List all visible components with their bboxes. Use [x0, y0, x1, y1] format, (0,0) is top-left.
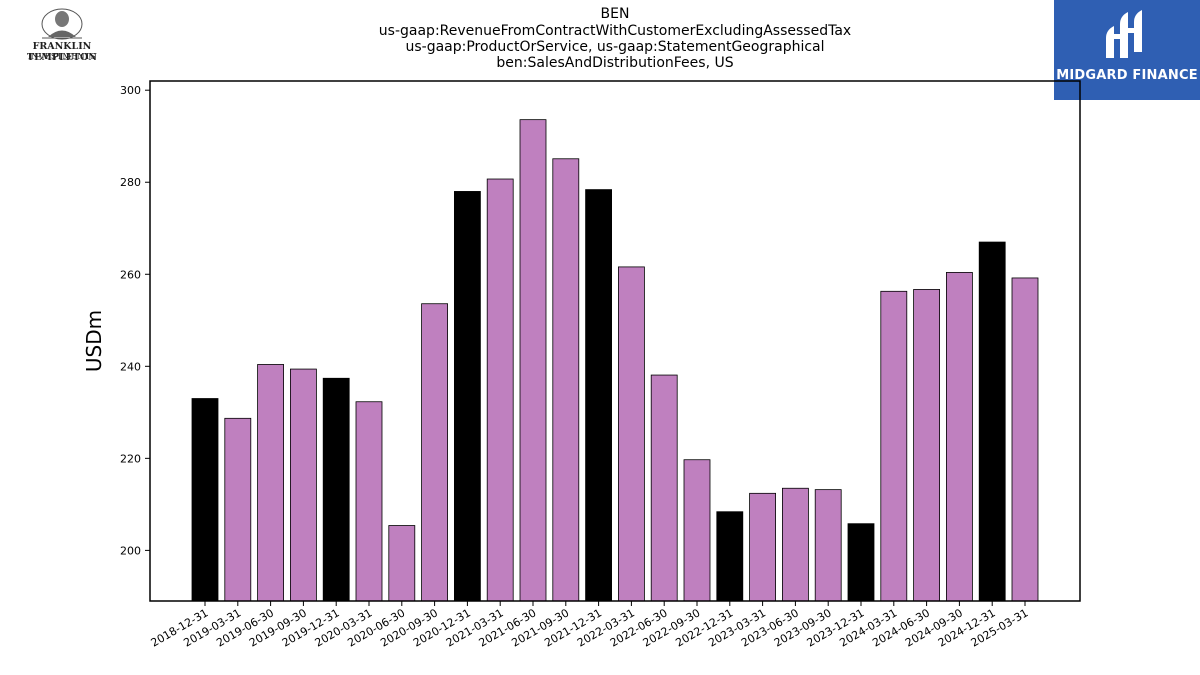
chart-title-line-4: ben:SalesAndDistributionFees, US [496, 55, 734, 71]
midgard-finance-logo: MIDGARD FINANCE [1054, 0, 1200, 100]
bar-2019-06-30 [257, 364, 285, 602]
y-tick-label: 260 [120, 268, 141, 281]
bar-2020-03-31 [355, 401, 383, 602]
y-axis-label: USDm [82, 310, 106, 372]
bar-2023-06-30 [782, 487, 809, 602]
bar-2022-09-30 [683, 459, 711, 602]
chart-title-line-2: us-gaap:RevenueFromContractWithCustomerE… [378, 23, 852, 39]
bar-2021-09-30 [552, 158, 580, 602]
y-tick-label: 220 [120, 452, 141, 465]
bar-2019-09-30 [289, 368, 317, 602]
portrait-icon [41, 8, 83, 40]
bar-2024-06-30 [913, 289, 940, 602]
bar-2021-06-30 [519, 119, 547, 602]
bar-2023-09-30 [814, 489, 842, 602]
bar-2024-03-31 [880, 290, 908, 602]
bar-2022-06-30 [650, 374, 678, 602]
logo-right-name: MIDGARD FINANCE [1056, 68, 1198, 83]
bar-2021-12-31 [585, 189, 612, 602]
midgard-mark-icon [1106, 10, 1142, 58]
chart-title-line-1: BEN [600, 6, 630, 22]
bar-2022-03-31 [618, 266, 645, 602]
logo-left-line2: INVESTMENTS [27, 52, 97, 62]
y-tick-label: 280 [120, 176, 141, 189]
bar-2018-12-31 [191, 398, 219, 602]
logo-left-line1: FRANKLIN TEMPLETON [27, 41, 97, 63]
bar-2020-09-30 [421, 303, 449, 602]
y-tick-label: 200 [120, 544, 141, 557]
plot-area-frame [149, 80, 1081, 602]
bar-2020-06-30 [388, 525, 416, 602]
bar-2019-12-31 [322, 377, 350, 602]
bar-2022-12-31 [716, 511, 744, 602]
bar-2024-09-30 [946, 272, 973, 602]
bar-2023-12-31 [847, 523, 875, 602]
y-tick-label: 240 [120, 360, 141, 373]
y-tick-label: 300 [120, 84, 141, 97]
franklin-templeton-logo: FRANKLIN TEMPLETON INVESTMENTS [4, 4, 120, 64]
chart-title-line-3: us-gaap:ProductOrService, us-gaap:Statem… [405, 39, 825, 55]
bar-2025-03-31 [1011, 277, 1039, 602]
bar-2024-12-31 [978, 241, 1006, 602]
bar-2021-03-31 [486, 178, 514, 602]
bar-2019-03-31 [224, 417, 252, 602]
bar-2023-03-31 [749, 492, 776, 602]
bar-2020-12-31 [453, 191, 481, 602]
